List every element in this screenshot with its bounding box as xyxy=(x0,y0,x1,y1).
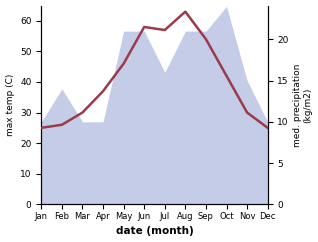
X-axis label: date (month): date (month) xyxy=(116,227,193,236)
Y-axis label: max temp (C): max temp (C) xyxy=(5,74,15,136)
Y-axis label: med. precipitation
(kg/m2): med. precipitation (kg/m2) xyxy=(293,63,313,147)
